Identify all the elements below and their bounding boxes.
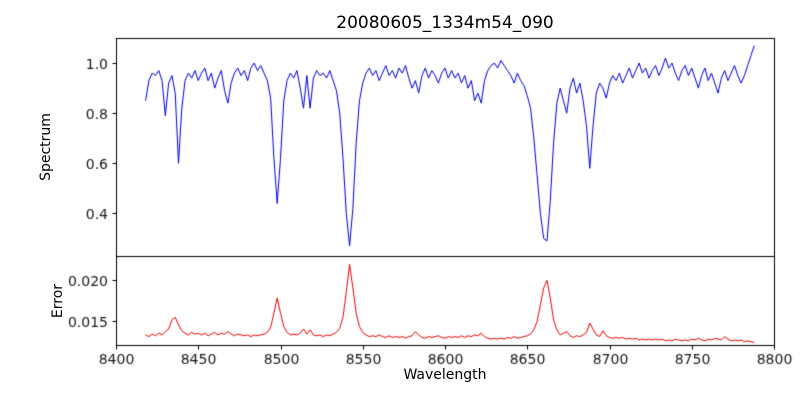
y-axis-label-error: Error (50, 283, 66, 319)
chart-title: 20080605_1334m54_090 (336, 13, 554, 33)
x-axis-label: Wavelength (403, 367, 487, 383)
y-axis-label-spectrum: Spectrum (38, 113, 54, 181)
